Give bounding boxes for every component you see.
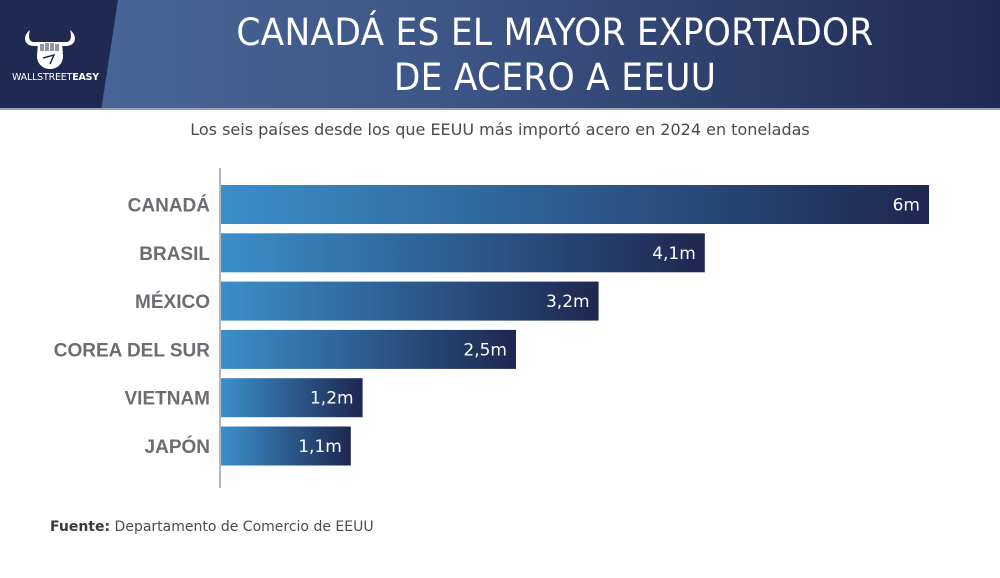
value-label: 1,2m xyxy=(310,389,354,409)
category-label: BRASIL xyxy=(139,244,210,265)
source-note: Fuente: Departamento de Comercio de EEUU xyxy=(50,519,374,535)
category-label: MÉXICO xyxy=(135,291,210,313)
chart-subtitle: Los seis países desde los que EEUU más i… xyxy=(190,120,810,139)
bar-3 xyxy=(221,329,516,369)
bar-1 xyxy=(221,233,705,273)
value-label: 4,1m xyxy=(652,244,696,264)
brand-panel: WALLSTREETEASY xyxy=(0,0,118,108)
bar-0 xyxy=(221,185,929,224)
value-label: 3,2m xyxy=(546,292,590,312)
category-label: VIETNAM xyxy=(125,389,211,410)
value-label: 2,5m xyxy=(463,340,507,360)
header-banner: WALLSTREETEASY CANADÁ ES EL MAYOR EXPORT… xyxy=(0,0,1000,110)
category-label: COREA DEL SUR xyxy=(54,340,211,361)
bar-2 xyxy=(221,281,599,321)
page-title: CANADÁ ES EL MAYOR EXPORTADOR DE ACERO A… xyxy=(178,10,931,100)
bar-5 xyxy=(221,426,351,466)
brand-name: WALLSTREETEASY xyxy=(12,72,99,83)
bar-4 xyxy=(221,378,363,418)
source-label: Fuente: xyxy=(50,519,111,535)
category-label: JAPÓN xyxy=(145,436,210,458)
title-line-1: CANADÁ ES EL MAYOR EXPORTADOR xyxy=(236,11,874,54)
category-label: CANADÁ xyxy=(128,195,211,217)
value-label: 6m xyxy=(893,196,920,216)
value-label: 1,1m xyxy=(298,437,342,457)
title-line-2: DE ACERO A EEUU xyxy=(393,56,717,99)
bull-horns-fist-icon xyxy=(25,30,75,69)
bar-chart: CANADÁ 6m BRASIL 4,1m MÉXICO 3,2m COREA DEL SU… xyxy=(54,168,929,488)
source-text: Departamento de Comercio de EEUU xyxy=(114,519,374,535)
